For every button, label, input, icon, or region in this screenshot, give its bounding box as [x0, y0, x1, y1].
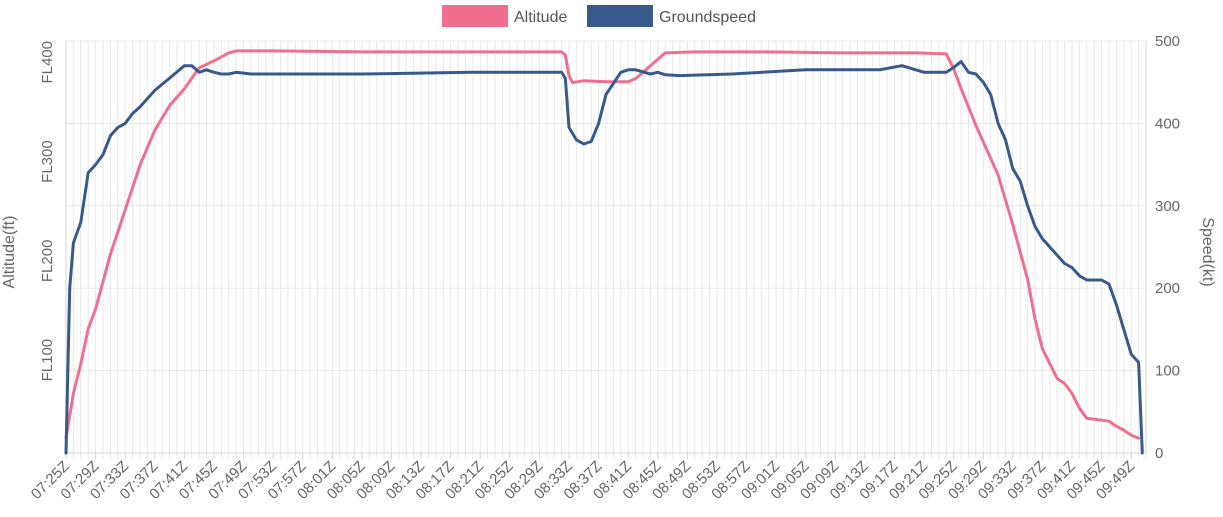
legend-item-groundspeed[interactable]: Groundspeed [587, 5, 756, 27]
axes: FL100 FL200 FL300 FL400 Altitude(ft) 0 100 200 3… [1, 33, 1216, 503]
series-lines [64, 49, 1144, 455]
left-axis-tick-label: FL100 [39, 339, 56, 382]
legend-swatch [587, 5, 653, 27]
gridlines [65, 40, 1147, 459]
right-axis-tick-label: 100 [1155, 363, 1180, 380]
right-axis-tick-label: 300 [1155, 198, 1180, 215]
series-line-groundspeed [64, 60, 1144, 455]
left-axis-tick-label: FL200 [39, 240, 56, 283]
series-line-altitude [64, 49, 1141, 440]
legend[interactable]: Altitude Groundspeed [442, 5, 756, 27]
right-axis-tick-label: 500 [1155, 33, 1180, 50]
left-axis-tick-label: FL400 [39, 41, 56, 84]
legend-swatch [442, 5, 508, 27]
legend-label: Altitude [514, 9, 567, 26]
right-axis-tick-label: 400 [1155, 115, 1180, 132]
right-axis-title: Speed(kt) [1199, 217, 1216, 286]
left-axis-title: Altitude(ft) [1, 216, 18, 289]
left-axis-tick-label: FL300 [39, 140, 56, 183]
right-axis-tick-label: 0 [1155, 445, 1163, 462]
legend-item-altitude[interactable]: Altitude [442, 5, 567, 27]
legend-label: Groundspeed [659, 9, 756, 26]
right-axis-tick-label: 200 [1155, 280, 1180, 297]
